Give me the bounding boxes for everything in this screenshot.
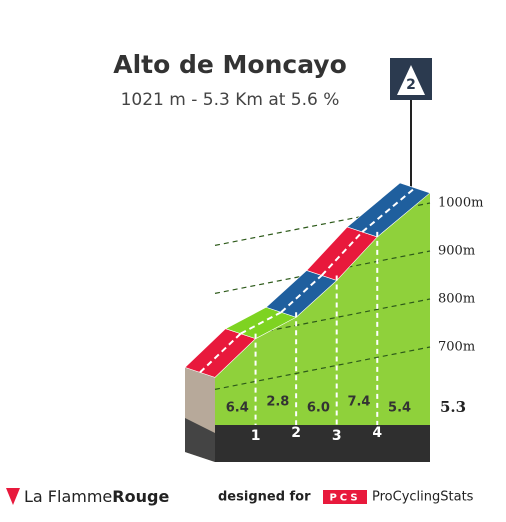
grade-label: 7.4 xyxy=(347,395,370,410)
side-base xyxy=(185,418,215,462)
y-tick-label: 900m xyxy=(438,244,475,259)
km-label: 3 xyxy=(332,428,342,444)
center-dash xyxy=(280,274,323,313)
center-dash xyxy=(361,187,416,233)
km-total: 5.3 xyxy=(440,398,466,416)
front-face xyxy=(215,192,430,463)
km-label: 1 xyxy=(251,428,261,444)
pcs-logo-box xyxy=(323,490,367,504)
pcs-logo: PCS xyxy=(329,493,360,504)
y-tick-label: 1000m xyxy=(438,196,483,211)
y-tick-label: 700m xyxy=(438,340,475,355)
subtitle: 1021 m - 5.3 Km at 5.6 % xyxy=(121,90,340,110)
badge-triangle xyxy=(397,65,425,95)
grid-line xyxy=(214,346,431,390)
km-label: 4 xyxy=(372,425,382,441)
designed-for: designed for xyxy=(218,490,311,505)
km-band xyxy=(215,425,430,462)
grade-label: 2.8 xyxy=(266,395,289,410)
plot: 700m 800m 900m 1000m 6.4 2.8 6.0 7.4 5.4 1 2 3 4 5.3 xyxy=(184,182,483,463)
center-dash xyxy=(240,311,282,335)
flamme-logo xyxy=(6,488,20,505)
category: 2 xyxy=(406,77,416,93)
brand: La FlammeRouge xyxy=(24,487,169,506)
grade-label: 6.0 xyxy=(307,401,330,416)
y-tick-label: 800m xyxy=(438,292,475,307)
title: Alto de Moncayo xyxy=(113,50,347,79)
grade-label: 6.4 xyxy=(226,401,249,416)
grade-label: 5.4 xyxy=(388,401,411,416)
site-name: ProCyclingStats xyxy=(372,490,474,505)
km-label: 2 xyxy=(291,425,301,441)
